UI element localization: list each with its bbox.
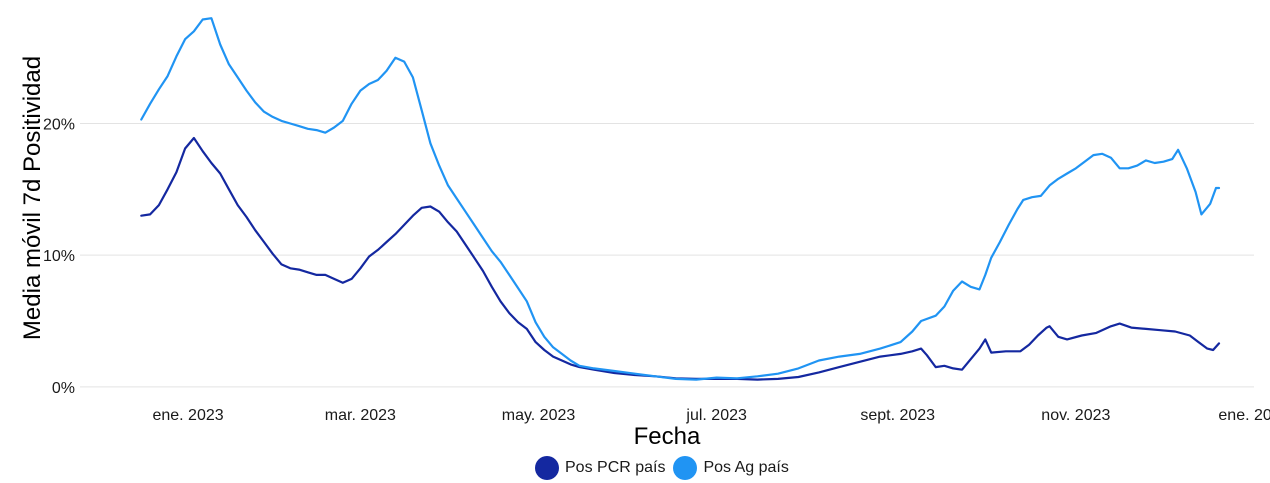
- gridlines: [80, 123, 1254, 388]
- x-axis-title: Fecha: [634, 423, 701, 450]
- y-tick-label: 0%: [52, 380, 75, 397]
- x-tick-label: may. 2023: [502, 407, 576, 424]
- y-tick-label: 10%: [43, 248, 75, 265]
- x-tick-label: ene. 2023: [152, 407, 223, 424]
- x-tick-label: sept. 2023: [860, 407, 935, 424]
- y-tick-label: 20%: [43, 117, 75, 134]
- legend: Pos PCR país Pos Ag país: [535, 455, 791, 481]
- series-lines: [140, 17, 1221, 381]
- legend-swatch-pcr: [535, 456, 559, 480]
- y-axis-title: Media móvil 7d Positividad: [19, 56, 46, 340]
- legend-item-pcr: Pos PCR país: [535, 456, 665, 480]
- legend-swatch-ag: [673, 456, 698, 480]
- legend-label-ag: Pos Ag país: [703, 459, 789, 476]
- legend-item-ag: Pos Ag país: [673, 456, 789, 480]
- x-tick-label: ene. 2024: [1218, 407, 1270, 424]
- x-tick-label: jul. 2023: [685, 407, 747, 424]
- x-tick-label: nov. 2023: [1041, 407, 1110, 424]
- x-axis-ticks: ene. 2023 mar. 2023 may. 2023 jul. 2023 sept…: [152, 407, 1270, 424]
- y-axis-ticks: 0% 10% 20%: [43, 117, 75, 397]
- series-line-pcr: [140, 136, 1221, 381]
- x-tick-label: mar. 2023: [325, 407, 396, 424]
- series-line-ag: [140, 17, 1221, 381]
- legend-label-pcr: Pos PCR país: [565, 459, 666, 476]
